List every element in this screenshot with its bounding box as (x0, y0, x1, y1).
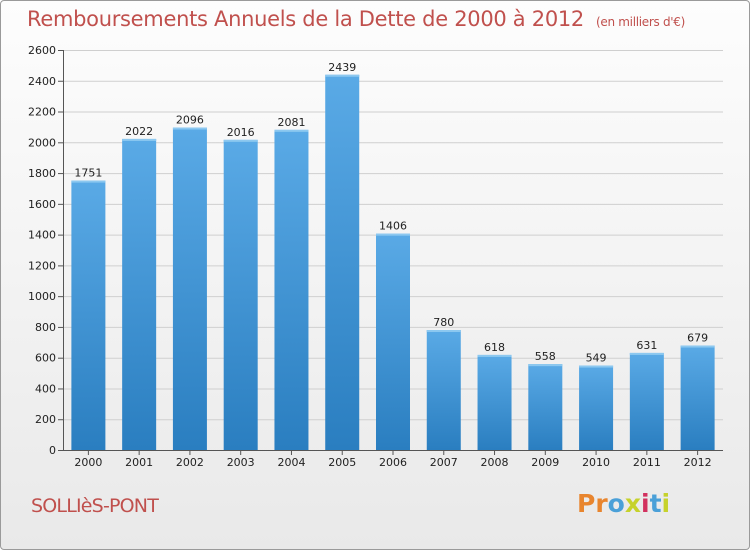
bar-highlight (477, 354, 512, 357)
bar-2000 (71, 180, 106, 450)
bar-highlight (71, 180, 106, 183)
x-tick-label: 2011 (633, 456, 661, 469)
value-label: 2022 (125, 125, 153, 138)
bar-2008 (477, 354, 512, 450)
value-label: 1406 (379, 220, 407, 233)
value-label: 780 (433, 316, 454, 329)
value-label: 679 (687, 332, 708, 345)
y-tick-label: 0 (49, 444, 56, 457)
bar-2003 (223, 139, 258, 450)
y-tick-label: 1800 (28, 167, 56, 180)
bar-2001 (122, 138, 157, 450)
bar-highlight (528, 364, 563, 367)
logo-letter: t (649, 489, 662, 518)
bar-highlight (223, 139, 258, 142)
bar-highlight (426, 330, 461, 332)
x-tick-label: 2009 (531, 456, 559, 469)
value-label: 549 (586, 352, 607, 365)
x-tick-label: 2005 (328, 456, 356, 469)
y-tick-label: 200 (35, 413, 56, 426)
y-tick-label: 1200 (28, 259, 56, 272)
bar-2002 (172, 127, 207, 451)
bars (71, 74, 715, 451)
chart-title-text: Remboursements Annuels de la Dette de 20… (27, 7, 584, 31)
y-tick-label: 2400 (28, 75, 56, 88)
x-tick-label: 2001 (125, 456, 153, 469)
bar-2007 (426, 330, 461, 450)
bar-highlight (579, 365, 614, 368)
bar-2004 (274, 129, 309, 450)
x-tick-label: 2010 (582, 456, 610, 469)
bar-highlight (680, 345, 715, 348)
bar-2011 (629, 352, 664, 450)
value-label: 558 (535, 350, 556, 363)
value-label: 2081 (277, 116, 305, 129)
bar-highlight (172, 127, 207, 130)
x-tick-label: 2004 (277, 456, 305, 469)
chart-unit: (en milliers d'€) (596, 15, 686, 29)
value-label: 631 (636, 339, 657, 352)
bar-highlight (274, 129, 309, 132)
bar-2012 (680, 345, 715, 450)
bar-2006 (376, 233, 410, 450)
logo-letter: r (595, 489, 608, 518)
chart-title: Remboursements Annuels de la Dette de 20… (27, 7, 685, 31)
logo-letter: x (624, 489, 641, 518)
y-tick-label: 800 (35, 321, 56, 334)
bar-2010 (579, 365, 614, 450)
x-tick-label: 2002 (176, 456, 204, 469)
y-tick-label: 2000 (28, 136, 56, 149)
value-label: 2439 (328, 61, 356, 74)
x-tick-label: 2006 (379, 456, 407, 469)
commune-name: SOLLIèS-PONT (31, 495, 159, 517)
x-tick-label: 2008 (481, 456, 509, 469)
value-label: 2096 (176, 114, 204, 127)
bar-highlight (376, 233, 410, 236)
y-tick-label: 1000 (28, 290, 56, 303)
bar-2009 (528, 364, 563, 450)
labels: 0 200 400 600 800 1000 1200 1400 1600 1800 2000 220… (28, 44, 712, 469)
y-tick-label: 2600 (28, 44, 56, 57)
bar-highlight (629, 352, 664, 355)
x-tick-label: 2012 (684, 456, 712, 469)
bar-highlight (325, 74, 360, 77)
proxiti-logo: Proxiti (577, 489, 670, 518)
value-label: 618 (484, 341, 505, 354)
bar-highlight (122, 138, 157, 141)
x-tick-label: 2003 (227, 456, 255, 469)
value-label: 2016 (227, 126, 255, 139)
logo-letter: P (577, 489, 596, 518)
y-tick-label: 600 (35, 352, 56, 365)
y-tick-label: 400 (35, 382, 56, 395)
y-tick-label: 1600 (28, 198, 56, 211)
y-tick-label: 2200 (28, 106, 56, 119)
bar-2005 (325, 74, 360, 451)
logo-letter: i (661, 489, 671, 518)
axes (58, 50, 723, 455)
logo-letter: o (607, 489, 625, 518)
y-tick-label: 1400 (28, 229, 56, 242)
value-label: 1751 (74, 167, 102, 180)
x-tick-label: 2007 (430, 456, 458, 469)
logo-letter: i (641, 489, 650, 518)
x-tick-label: 2000 (74, 456, 102, 469)
